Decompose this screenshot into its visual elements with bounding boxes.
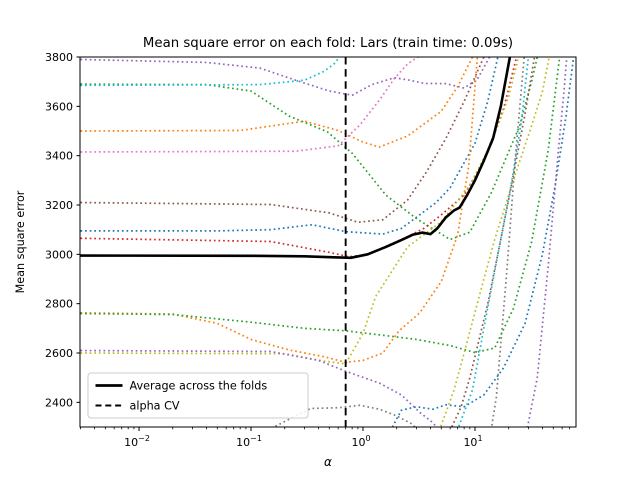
series-fold-purple-2 [80, 57, 568, 427]
legend-alpha-cv-label: alpha CV [130, 400, 180, 413]
y-tick-label-3600: 3600 [45, 100, 73, 113]
plot-area [80, 57, 576, 427]
x-axis-ticks: 10−2 10−1 100 101 [80, 427, 571, 449]
x-tick-label-0.01: 10−2 [124, 434, 150, 449]
legend-average-label: Average across the folds [130, 380, 268, 393]
series-fold-blue-2 [391, 57, 575, 427]
series-fold-green-1 [80, 57, 539, 241]
series-layer [80, 57, 575, 427]
y-tick-label-2800: 2800 [45, 298, 73, 311]
x-tick-label-0.1: 10−1 [236, 434, 262, 449]
series-fold-cyan-1 [80, 57, 341, 87]
x-axis-label: α [324, 455, 332, 469]
axes-spines [79, 56, 577, 428]
y-tick-label-2400: 2400 [45, 396, 73, 409]
series-fold-blue-1 [80, 57, 499, 235]
series-fold-olive-2 [439, 57, 551, 427]
y-axis-ticks: 2400 2600 2800 3000 3200 3400 3600 3800 [45, 51, 80, 409]
y-tick-label-3000: 3000 [45, 248, 73, 261]
series-fold-orange-1 [80, 57, 474, 148]
y-axis-label: Mean square error [14, 190, 27, 293]
chart-title: Mean square error on each fold: Lars (tr… [143, 36, 513, 51]
series-fold-brown-2 [450, 57, 536, 427]
series-fold-pink-1 [80, 57, 419, 153]
series-fold-cyan-2 [457, 57, 530, 427]
x-tick-label-10: 101 [463, 434, 482, 449]
y-tick-label-2600: 2600 [45, 347, 73, 360]
y-tick-label-3200: 3200 [45, 199, 73, 212]
series-average-across-folds [80, 57, 512, 260]
legend: Average across the folds alpha CV [87, 372, 309, 419]
series-fold-brown-1 [80, 57, 485, 224]
y-tick-label-3800: 3800 [45, 51, 73, 64]
series-fold-green-2 [80, 57, 561, 354]
legend-box [87, 372, 309, 419]
x-tick-label-1: 100 [351, 434, 370, 449]
series-fold-orange-2 [80, 57, 479, 364]
y-tick-label-3400: 3400 [45, 150, 73, 163]
